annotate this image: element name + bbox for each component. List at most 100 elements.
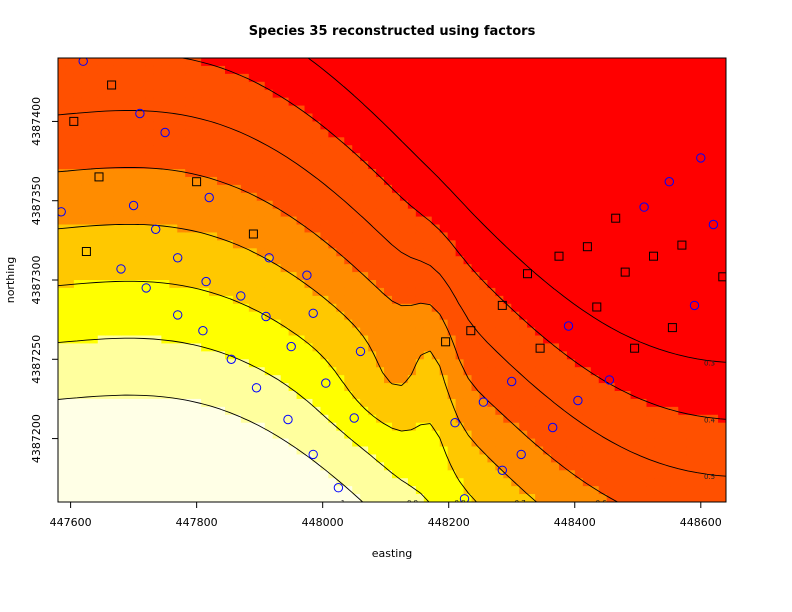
heatmap-cell xyxy=(169,430,178,440)
heatmap-cell xyxy=(161,319,170,329)
heatmap-cell xyxy=(240,494,250,502)
heatmap-cell xyxy=(463,216,473,226)
heatmap-cell xyxy=(511,121,520,130)
heatmap-cell xyxy=(638,295,648,305)
heatmap-cell xyxy=(702,216,711,226)
heatmap-cell xyxy=(431,73,441,83)
heatmap-cell xyxy=(702,272,711,281)
heatmap-cell xyxy=(232,256,242,265)
heatmap-cell xyxy=(185,216,194,226)
heatmap-cell xyxy=(129,438,139,448)
heatmap-cell xyxy=(65,73,75,83)
heatmap-cell xyxy=(535,351,544,360)
heatmap-cell xyxy=(368,367,377,376)
heatmap-cell xyxy=(161,398,170,408)
heatmap-cell xyxy=(646,343,656,352)
heatmap-cell xyxy=(264,343,274,352)
heatmap-cell xyxy=(296,240,306,249)
heatmap-cell xyxy=(344,121,353,130)
heatmap-cell xyxy=(566,470,576,479)
heatmap-cell xyxy=(646,367,656,376)
heatmap-cell xyxy=(137,121,147,130)
heatmap-cell xyxy=(137,81,147,91)
heatmap-cell xyxy=(256,161,266,170)
heatmap-cell xyxy=(598,486,608,495)
heatmap-cell xyxy=(280,256,290,265)
heatmap-cell xyxy=(519,351,528,360)
heatmap-cell xyxy=(344,486,353,495)
heatmap-cell xyxy=(153,192,162,202)
heatmap-cell xyxy=(225,311,234,321)
heatmap-cell xyxy=(463,494,473,502)
heatmap-cell xyxy=(447,113,457,123)
heatmap-cell xyxy=(225,430,234,440)
heatmap-cell xyxy=(686,240,695,249)
heatmap-cell xyxy=(145,375,155,384)
heatmap-cell xyxy=(566,478,576,487)
heatmap-cell xyxy=(392,462,401,471)
heatmap-cell xyxy=(264,430,274,440)
heatmap-cell xyxy=(177,105,186,115)
heatmap-cell xyxy=(185,359,194,368)
heatmap-cell xyxy=(535,343,544,352)
square-marker xyxy=(523,269,532,279)
heatmap-cell xyxy=(479,351,489,360)
heatmap-cell xyxy=(336,272,345,281)
heatmap-cell xyxy=(185,97,194,107)
heatmap-cell xyxy=(352,494,361,502)
heatmap-cell xyxy=(320,311,329,321)
heatmap-cell xyxy=(582,208,592,218)
heatmap-cell xyxy=(487,105,496,115)
heatmap-cell xyxy=(145,65,155,75)
heatmap-cell xyxy=(392,200,401,210)
heatmap-cell xyxy=(543,430,552,440)
heatmap-cell xyxy=(344,319,353,329)
heatmap-cell xyxy=(58,478,67,487)
heatmap-cell xyxy=(248,264,258,273)
heatmap-cell xyxy=(225,200,234,210)
heatmap-cell xyxy=(153,327,162,337)
heatmap-cell xyxy=(471,335,481,345)
heatmap-cell xyxy=(392,422,401,432)
heatmap-cell xyxy=(81,192,91,202)
heatmap-cell xyxy=(392,303,401,313)
heatmap-cell xyxy=(240,113,250,123)
heatmap-cell xyxy=(304,383,314,392)
heatmap-cell xyxy=(694,129,703,138)
heatmap-cell xyxy=(344,398,353,408)
heatmap-cell xyxy=(352,121,361,130)
x-tick-label: 447800 xyxy=(176,516,218,529)
heatmap-cell xyxy=(161,375,170,384)
heatmap-cell xyxy=(654,256,663,265)
heatmap-cell xyxy=(368,240,377,249)
heatmap-cell xyxy=(511,343,520,352)
heatmap-cell xyxy=(58,81,67,91)
heatmap-cell xyxy=(312,295,322,305)
heatmap-cell xyxy=(519,97,528,107)
heatmap-cell xyxy=(169,486,178,495)
heatmap-cell xyxy=(662,216,671,226)
heatmap-cell xyxy=(630,232,640,241)
heatmap-cell xyxy=(407,287,417,297)
heatmap-cell xyxy=(105,240,115,249)
heatmap-cell xyxy=(670,295,679,305)
heatmap-cell xyxy=(710,391,719,400)
heatmap-cell xyxy=(264,113,274,123)
heatmap-cell xyxy=(415,176,425,186)
heatmap-cell xyxy=(217,240,226,249)
heatmap-cell xyxy=(407,303,417,313)
heatmap-cell xyxy=(527,224,536,234)
heatmap-cell xyxy=(193,153,202,162)
heatmap-cell xyxy=(543,224,552,234)
heatmap-cell xyxy=(58,169,67,178)
heatmap-cell xyxy=(439,73,449,83)
heatmap-cell xyxy=(169,494,178,502)
heatmap-cell xyxy=(161,287,170,297)
heatmap-cell xyxy=(352,454,361,463)
heatmap-cell xyxy=(463,383,473,392)
heatmap-cell xyxy=(97,58,107,67)
heatmap-cell xyxy=(702,58,711,67)
heatmap-cell xyxy=(622,422,632,432)
heatmap-cell xyxy=(662,161,671,170)
heatmap-cell xyxy=(248,73,258,83)
